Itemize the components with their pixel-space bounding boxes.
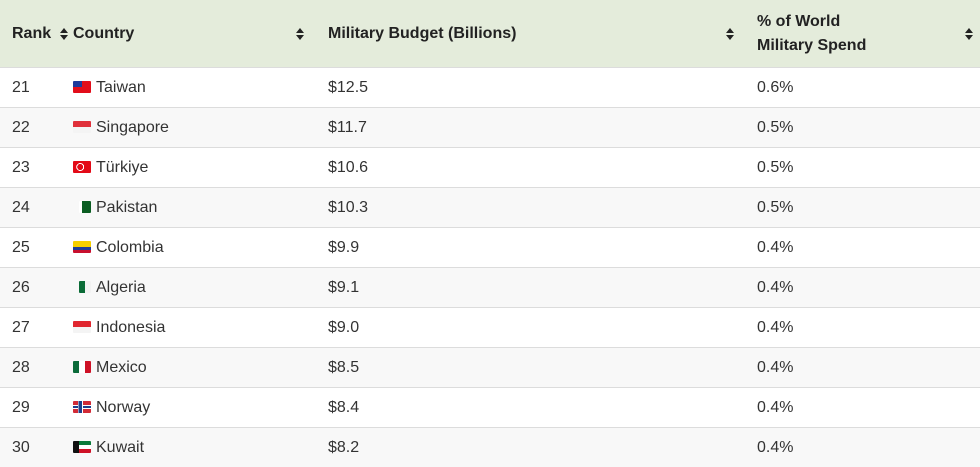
header-country[interactable]: Country: [73, 0, 328, 68]
table-row: 21 Taiwan $12.5 0.6%: [0, 68, 980, 108]
rank-cell: 30: [0, 428, 73, 467]
country-cell: Türkiye: [73, 148, 328, 188]
table-row: 23 Türkiye $10.6 0.5%: [0, 148, 980, 188]
singapore-flag-icon: [73, 121, 91, 133]
mexico-flag-icon: [73, 361, 91, 373]
rank-cell: 22: [0, 108, 73, 148]
header-rank[interactable]: Rank: [0, 0, 73, 68]
table-row: 28 Mexico $8.5 0.4%: [0, 348, 980, 388]
rank-cell: 26: [0, 268, 73, 308]
country-cell: Pakistan: [73, 188, 328, 228]
country-cell: Colombia: [73, 228, 328, 268]
country-cell: Singapore: [73, 108, 328, 148]
pct-cell: 0.4%: [757, 388, 980, 428]
header-budget-label: Military Budget (Billions): [328, 25, 516, 42]
country-name: Algeria: [96, 279, 146, 296]
table-row: 29 Norway $8.4 0.4%: [0, 388, 980, 428]
country-name: Pakistan: [96, 199, 157, 216]
sort-arrows-icon[interactable]: [726, 28, 734, 40]
budget-cell: $11.7: [328, 108, 757, 148]
rank-cell: 29: [0, 388, 73, 428]
country-cell: Algeria: [73, 268, 328, 308]
header-rank-label: Rank: [12, 25, 51, 42]
country-name: Mexico: [96, 359, 147, 376]
header-country-label: Country: [73, 25, 134, 42]
table-row: 30 Kuwait $8.2 0.4%: [0, 428, 980, 467]
country-name: Singapore: [96, 119, 169, 136]
budget-cell: $9.9: [328, 228, 757, 268]
pakistan-flag-icon: [79, 201, 91, 213]
table-row: 24 Pakistan $10.3 0.5%: [0, 188, 980, 228]
header-budget[interactable]: Military Budget (Billions): [328, 0, 757, 68]
sort-arrows-icon[interactable]: [965, 28, 973, 40]
rank-cell: 27: [0, 308, 73, 348]
pct-cell: 0.5%: [757, 188, 980, 228]
country-name: Norway: [96, 399, 150, 416]
budget-cell: $8.5: [328, 348, 757, 388]
rank-cell: 21: [0, 68, 73, 108]
algeria-flag-icon: [79, 281, 91, 293]
country-name: Colombia: [96, 239, 164, 256]
budget-cell: $10.6: [328, 148, 757, 188]
rank-cell: 28: [0, 348, 73, 388]
taiwan-flag-icon: [73, 81, 91, 93]
table-row: 22 Singapore $11.7 0.5%: [0, 108, 980, 148]
country-name: Türkiye: [96, 159, 148, 176]
header-pct-label-2: Military Spend: [757, 37, 866, 54]
kuwait-flag-icon: [73, 441, 91, 453]
rank-cell: 23: [0, 148, 73, 188]
budget-cell: $8.2: [328, 428, 757, 467]
country-cell: Indonesia: [73, 308, 328, 348]
header-row: Rank Country Military Budget (Billions) …: [0, 0, 980, 68]
table-row: 26 Algeria $9.1 0.4%: [0, 268, 980, 308]
pct-cell: 0.4%: [757, 348, 980, 388]
budget-cell: $8.4: [328, 388, 757, 428]
pct-cell: 0.4%: [757, 308, 980, 348]
country-cell: Norway: [73, 388, 328, 428]
pct-cell: 0.5%: [757, 108, 980, 148]
pct-cell: 0.5%: [757, 148, 980, 188]
table-row: 27 Indonesia $9.0 0.4%: [0, 308, 980, 348]
pct-cell: 0.6%: [757, 68, 980, 108]
pct-cell: 0.4%: [757, 228, 980, 268]
budget-cell: $10.3: [328, 188, 757, 228]
norway-flag-icon: [73, 401, 91, 413]
indonesia-flag-icon: [73, 321, 91, 333]
budget-cell: $9.1: [328, 268, 757, 308]
pct-cell: 0.4%: [757, 268, 980, 308]
budget-cell: $12.5: [328, 68, 757, 108]
country-cell: Kuwait: [73, 428, 328, 467]
header-pct-label-1: % of World: [757, 13, 840, 30]
country-cell: Taiwan: [73, 68, 328, 108]
rank-cell: 24: [0, 188, 73, 228]
sort-arrows-icon[interactable]: [296, 28, 304, 40]
turkiye-flag-icon: [73, 161, 91, 173]
pct-cell: 0.4%: [757, 428, 980, 467]
header-pct[interactable]: % of World Military Spend: [757, 0, 980, 68]
country-name: Kuwait: [96, 439, 144, 456]
country-name: Indonesia: [96, 319, 165, 336]
sort-arrows-icon[interactable]: [60, 28, 68, 40]
country-cell: Mexico: [73, 348, 328, 388]
colombia-flag-icon: [73, 241, 91, 253]
country-name: Taiwan: [96, 79, 146, 96]
budget-cell: $9.0: [328, 308, 757, 348]
table-row: 25 Colombia $9.9 0.4%: [0, 228, 980, 268]
rank-cell: 25: [0, 228, 73, 268]
